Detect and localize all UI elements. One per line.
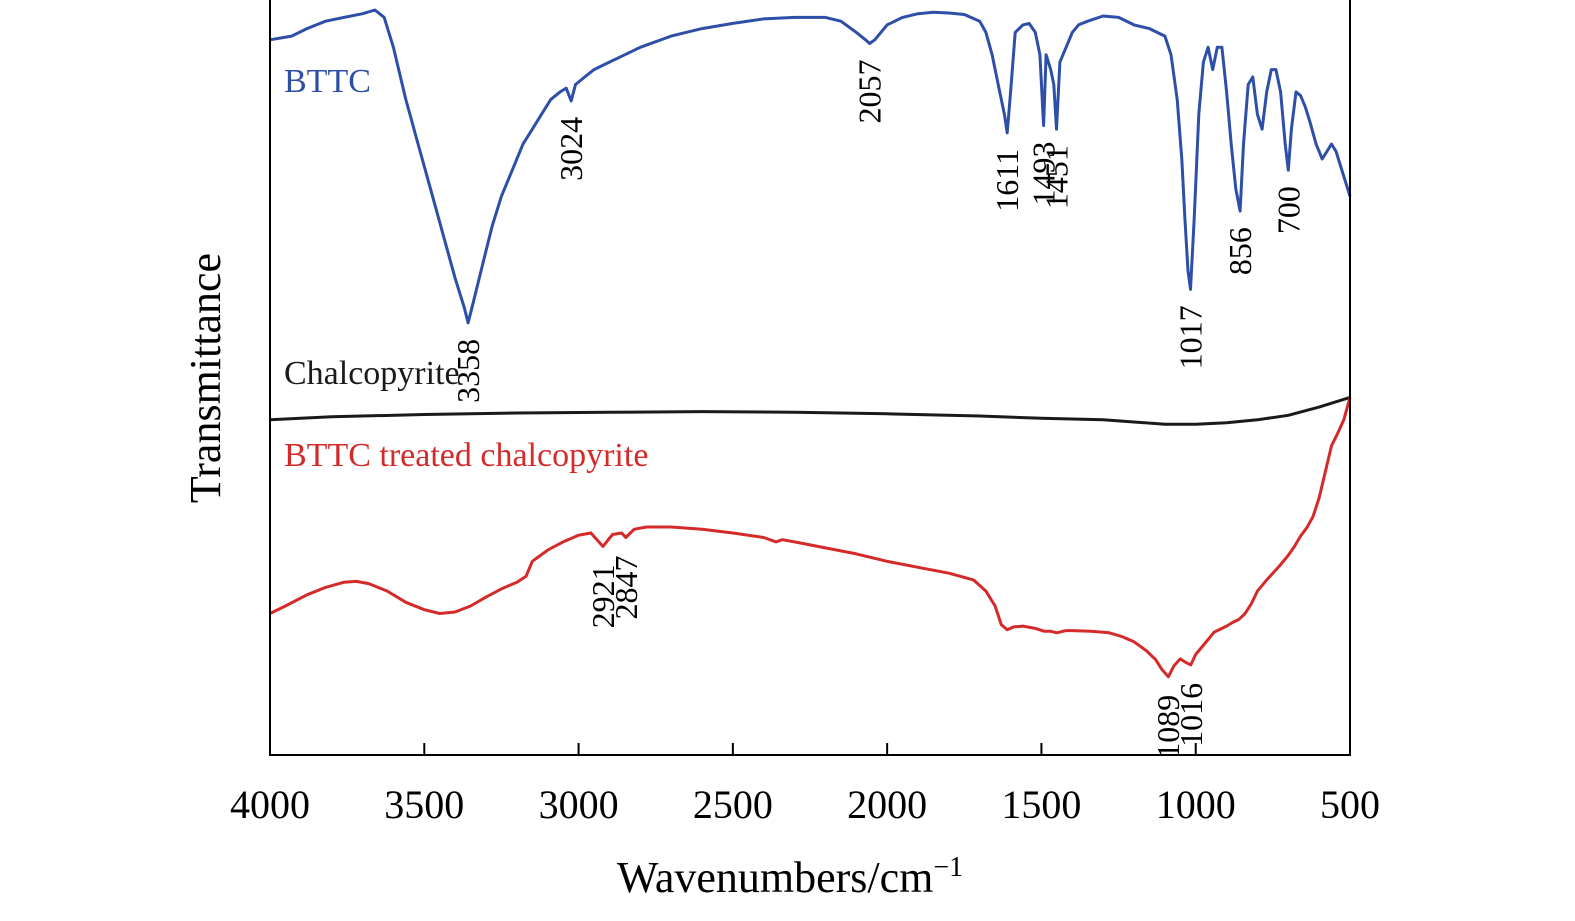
peak-label-2847: 2847 [608,555,644,619]
peak-label-3024: 3024 [553,117,589,181]
x-tick-label-1000: 1000 [1156,782,1236,827]
peak-label-1016: 1016 [1173,683,1209,747]
series-labels: BTTC Chalcopyrite BTTC treated chalcopyrit… [284,63,648,474]
x-tick-label-4000: 4000 [230,782,310,827]
x-axis-title-text: Wavenumbers/cm [617,853,934,902]
x-axis-title: Wavenumbers/cm−1 [617,852,963,902]
peak-label-1493: 1493 [1026,141,1062,205]
peak-label-1089: 1089 [1150,695,1186,759]
x-tick-label-1500: 1500 [1001,782,1081,827]
x-axis-title-superscript: −1 [933,852,963,883]
x-tick-label-2000: 2000 [847,782,927,827]
series-label-0: BTTC [284,63,371,100]
peak-label-2057: 2057 [852,60,888,124]
peak-label-700: 700 [1270,186,1306,234]
series-layer [269,8,1352,679]
x-tick-label-500: 500 [1320,782,1380,827]
series-label-2: BTTC treated chalcopyrite [284,437,648,474]
peak-label-1451: 1451 [1039,145,1075,209]
peak-label-1017: 1017 [1172,305,1208,369]
series-line-1 [269,395,1351,426]
peak-label-3358: 3358 [450,339,486,403]
series-line-2 [269,396,1352,679]
y-axis-title: Transmittance [181,253,230,503]
series-label-1: Chalcopyrite [284,355,460,392]
peak-label-2921: 2921 [585,564,621,628]
x-tick-label-3000: 3000 [539,782,619,827]
x-axis-ticks: 4000 3500 3000 2500 2000 1500 1000 500 [230,743,1380,827]
series-line-0 [269,8,1352,325]
peak-label-1611: 1611 [989,149,1025,212]
x-tick-label-3500: 3500 [384,782,464,827]
peak-label-856: 856 [1222,227,1258,275]
x-tick-label-2500: 2500 [693,782,773,827]
